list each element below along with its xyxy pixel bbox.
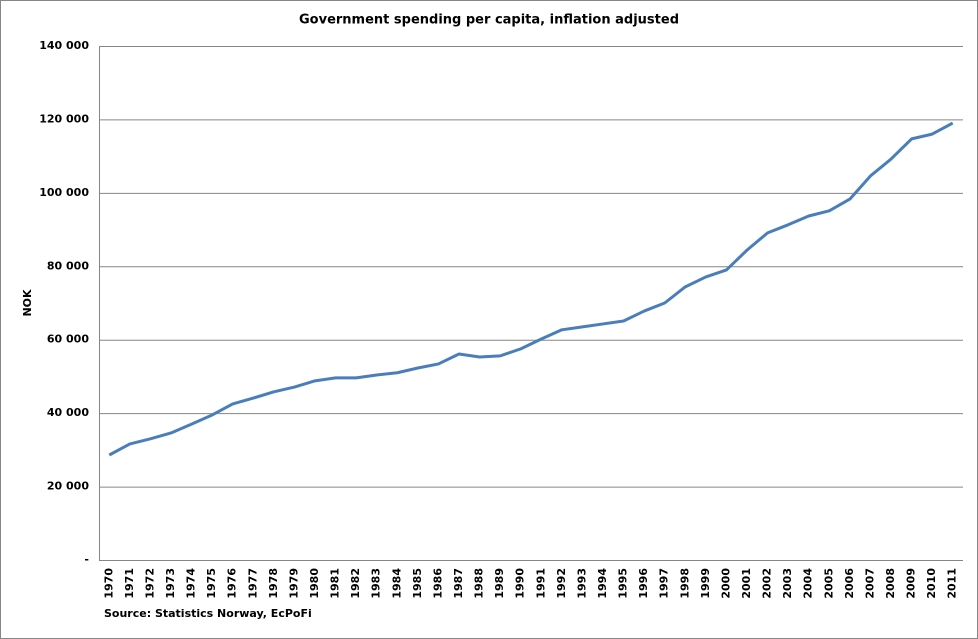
- x-tick-label: 1978: [267, 568, 280, 599]
- x-tick-label: 1990: [514, 568, 527, 599]
- x-tick-label: 1989: [493, 568, 506, 599]
- x-tick-label: 1991: [534, 568, 547, 599]
- x-tick-label: 2010: [925, 568, 938, 599]
- x-tick-label: 2009: [905, 568, 918, 599]
- x-tick-label: 1983: [370, 568, 383, 599]
- x-tick-label: 1980: [308, 568, 321, 599]
- y-tick-label: 140 000: [39, 39, 89, 52]
- x-tick-label: 1977: [246, 568, 259, 599]
- x-tick-label: 1998: [678, 568, 691, 599]
- x-tick-label: 1999: [699, 568, 712, 599]
- x-tick-label: 1982: [349, 568, 362, 599]
- y-tick-label: 80 000: [47, 259, 89, 272]
- x-tick-label: 1970: [102, 568, 115, 599]
- x-tick-label: 1992: [555, 568, 568, 599]
- x-tick-label: 2000: [719, 568, 732, 599]
- x-tick-label: 1984: [390, 568, 403, 599]
- x-tick-label: 2002: [761, 568, 774, 599]
- x-tick-label: 2006: [843, 568, 856, 599]
- x-tick-label: 1979: [287, 568, 300, 599]
- x-tick-label: 1996: [637, 568, 650, 599]
- x-tick-label: 1975: [205, 568, 218, 599]
- x-tick-label: 1972: [143, 568, 156, 599]
- y-tick-label: 100 000: [39, 186, 89, 199]
- x-tick-label: 2008: [884, 568, 897, 599]
- y-tick-label: 40 000: [47, 406, 89, 419]
- data-line: [108, 121, 954, 457]
- x-tick-label: 1988: [473, 568, 486, 599]
- x-tick-label: 1995: [617, 568, 630, 599]
- x-tick-label: 1981: [329, 568, 342, 599]
- source-note: Source: Statistics Norway, EcPoFi: [104, 607, 312, 620]
- y-tick-label: 60 000: [47, 333, 89, 346]
- x-tick-label: 2007: [863, 568, 876, 599]
- x-tick-label: 1987: [452, 568, 465, 599]
- x-tick-label: 2005: [822, 568, 835, 599]
- x-tick-label: 1986: [431, 568, 444, 599]
- y-tick-label: 20 000: [47, 480, 89, 493]
- x-tick-label: 1974: [185, 568, 198, 599]
- x-tick-label: 2004: [802, 568, 815, 599]
- x-tick-label: 1971: [123, 568, 136, 599]
- y-tick-label: 120 000: [39, 112, 89, 125]
- x-tick-label: 2011: [946, 568, 959, 599]
- x-tick-label: 1994: [596, 568, 609, 599]
- x-tick-label: 2001: [740, 568, 753, 599]
- x-tick-label: 1973: [164, 568, 177, 599]
- y-tick-label: -: [84, 553, 89, 566]
- x-tick-label: 1993: [575, 568, 588, 599]
- x-tick-label: 2003: [781, 568, 794, 599]
- x-tick-label: 1997: [658, 568, 671, 599]
- x-tick-label: 1976: [226, 568, 239, 599]
- x-tick-label: 1985: [411, 568, 424, 599]
- y-axis-label: NOK: [21, 289, 34, 317]
- chart-title: Government spending per capita, inflatio…: [299, 13, 679, 28]
